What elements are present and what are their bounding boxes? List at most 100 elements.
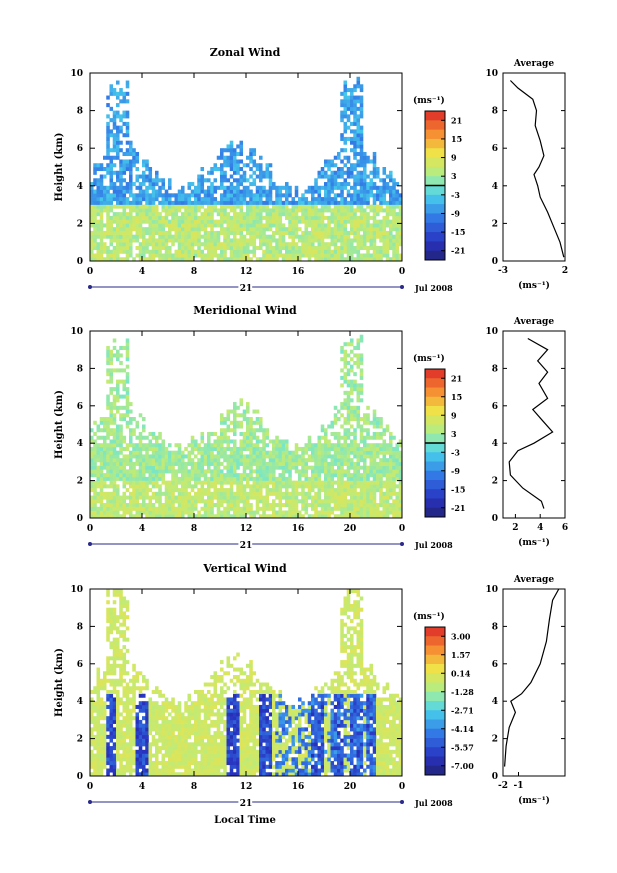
x-tick-label: 0 bbox=[87, 524, 93, 534]
colorbar-tick-label: 21 bbox=[451, 115, 462, 125]
colorbar-segment bbox=[425, 213, 445, 224]
colorbar-segment bbox=[425, 396, 445, 407]
average-y-tick-label: 8 bbox=[492, 107, 498, 117]
y-tick-label: 10 bbox=[70, 327, 83, 337]
average-x-tick-label: 6 bbox=[562, 523, 568, 533]
colorbar-segment bbox=[425, 765, 445, 776]
zonal-title: Zonal Wind bbox=[210, 46, 281, 59]
colorbar-tick-label: 3.00 bbox=[451, 631, 471, 641]
x-tick-label: 12 bbox=[240, 782, 253, 792]
colorbar-segment bbox=[425, 194, 445, 205]
colorbar-segment bbox=[425, 378, 445, 388]
colorbar-segment bbox=[425, 664, 445, 674]
colorbar-segment bbox=[425, 250, 445, 261]
average-profile-line bbox=[508, 337, 554, 509]
x-tick-label: 16 bbox=[292, 524, 305, 534]
average-y-tick-label: 6 bbox=[492, 402, 498, 412]
colorbar-tick-label: -7.00 bbox=[451, 761, 474, 771]
colorbar-segment bbox=[425, 111, 445, 121]
y-tick-label: 8 bbox=[77, 107, 83, 117]
colorbar-unit-label: (ms⁻¹) bbox=[413, 95, 445, 106]
y-tick-label: 0 bbox=[77, 772, 83, 782]
heatmap-cells bbox=[90, 76, 403, 262]
average-title: Average bbox=[513, 317, 554, 327]
x-tick-label: 8 bbox=[191, 524, 197, 534]
colorbar-segment bbox=[425, 138, 445, 149]
colorbar-tick-label: -3 bbox=[451, 447, 460, 457]
vertical-title: Vertical Wind bbox=[202, 562, 287, 575]
colorbar-tick-label: 0.14 bbox=[451, 668, 471, 678]
colorbar-tick-label: -5.57 bbox=[451, 742, 474, 752]
x-tick-label: 16 bbox=[292, 782, 305, 792]
average-y-tick-label: 2 bbox=[492, 735, 498, 745]
colorbar-segment bbox=[425, 452, 445, 462]
average-y-tick-label: 0 bbox=[492, 514, 498, 524]
day-label: 21 bbox=[240, 541, 253, 551]
colorbar-segment bbox=[425, 369, 445, 379]
colorbar-unit-label: (ms⁻¹) bbox=[413, 353, 445, 364]
colorbar-segment bbox=[425, 241, 445, 252]
date-label: Jul 2008 bbox=[414, 540, 453, 550]
colorbar-segment bbox=[425, 747, 445, 757]
colorbar-tick-label: -9 bbox=[451, 466, 460, 476]
average-x-tick-label: -3 bbox=[498, 266, 508, 276]
colorbar-segment bbox=[425, 406, 445, 416]
x-tick-label: 0 bbox=[399, 524, 405, 534]
colorbar-segment bbox=[425, 424, 445, 435]
meridional-title: Meridional Wind bbox=[193, 304, 297, 317]
colorbar-segment bbox=[425, 157, 445, 168]
colorbar-tick-label: 3 bbox=[451, 171, 457, 181]
colorbar-segment bbox=[425, 682, 445, 693]
average-y-tick-label: 10 bbox=[485, 327, 498, 337]
colorbar-segment bbox=[425, 443, 445, 453]
average-y-tick-label: 4 bbox=[492, 697, 498, 707]
colorbar-tick-label: 9 bbox=[451, 153, 457, 163]
x-tick-label: 8 bbox=[191, 267, 197, 277]
day-label: 21 bbox=[240, 799, 253, 809]
average-y-tick-label: 6 bbox=[492, 144, 498, 154]
average-y-tick-label: 0 bbox=[492, 772, 498, 782]
average-x-label: (ms⁻¹) bbox=[518, 280, 550, 291]
colorbar-tick-label: -1.28 bbox=[451, 687, 474, 697]
colorbar-segment bbox=[425, 415, 445, 425]
colorbar-tick-label: -21 bbox=[451, 246, 465, 256]
colorbar-tick-label: 21 bbox=[451, 373, 462, 383]
x-tick-label: 16 bbox=[292, 267, 305, 277]
average-y-tick-label: 6 bbox=[492, 660, 498, 670]
y-tick-label: 4 bbox=[77, 182, 83, 192]
colorbar-segment bbox=[425, 433, 445, 444]
colorbar-tick-label: 15 bbox=[451, 392, 462, 402]
day-label: 21 bbox=[240, 284, 253, 294]
average-profile-line bbox=[504, 588, 560, 767]
y-tick-label: 0 bbox=[77, 514, 83, 524]
colorbar-segment bbox=[425, 232, 445, 242]
colorbar-tick-label: 15 bbox=[451, 134, 462, 144]
x-axis-label: Local Time bbox=[214, 815, 276, 826]
average-y-tick-label: 8 bbox=[492, 622, 498, 632]
colorbar-segment bbox=[425, 480, 445, 490]
colorbar-unit-label: (ms⁻¹) bbox=[413, 611, 445, 622]
colorbar-segment bbox=[425, 654, 445, 665]
x-tick-label: 12 bbox=[240, 267, 253, 277]
colorbar-tick-label: -9 bbox=[451, 208, 460, 218]
colorbar-segment bbox=[425, 728, 445, 739]
y-tick-label: 6 bbox=[77, 660, 83, 670]
average-title: Average bbox=[513, 575, 554, 585]
y-tick-label: 4 bbox=[77, 697, 83, 707]
average-x-tick-label: -2 bbox=[498, 781, 508, 791]
y-tick-label: 2 bbox=[77, 735, 83, 745]
x-tick-label: 20 bbox=[344, 524, 357, 534]
average-y-tick-label: 8 bbox=[492, 364, 498, 374]
y-tick-label: 6 bbox=[77, 402, 83, 412]
colorbar-tick-label: -21 bbox=[451, 503, 465, 513]
colorbar-tick-label: 3 bbox=[451, 429, 457, 439]
average-x-tick-label: 2 bbox=[512, 523, 518, 533]
x-tick-label: 12 bbox=[240, 524, 253, 534]
y-tick-label: 2 bbox=[77, 477, 83, 487]
x-tick-label: 0 bbox=[399, 267, 405, 277]
average-title: Average bbox=[513, 59, 554, 69]
colorbar-segment bbox=[425, 489, 445, 499]
colorbar-segment bbox=[425, 710, 445, 720]
